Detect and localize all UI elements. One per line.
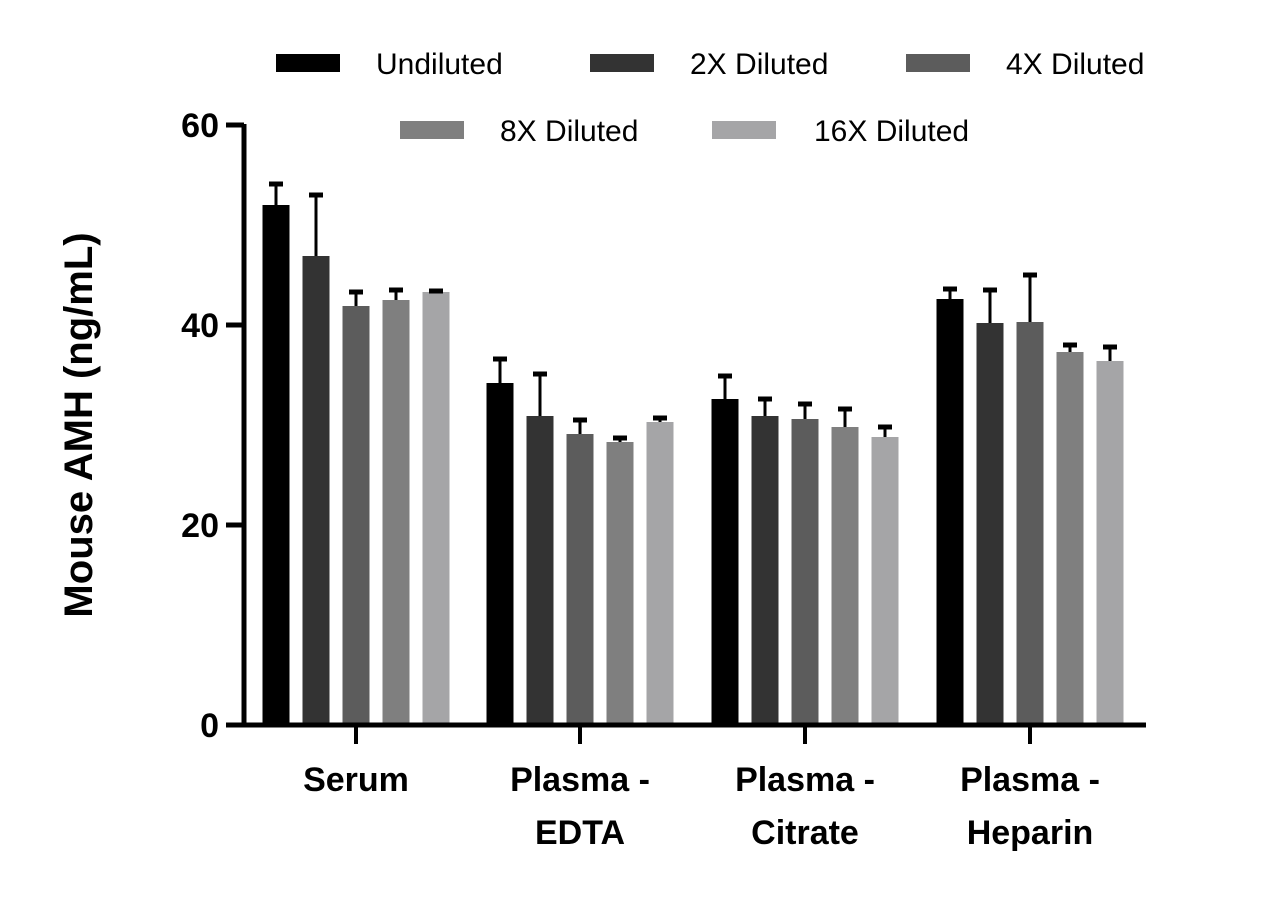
bar [976,323,1004,725]
y-tick-label: 60 [181,107,219,145]
y-tick-label: 40 [181,307,219,345]
legend: Undiluted 2X Diluted 4X Diluted 8X Diluted 1… [276,48,1144,148]
bar [422,292,450,725]
bar [936,299,964,725]
bar [1096,361,1124,725]
legend-swatch [906,54,970,72]
bar [791,419,819,725]
legend-swatch [276,54,340,72]
bar [566,434,594,725]
x-category-label: Citrate [751,814,859,852]
bar [751,416,779,725]
bar [646,422,674,725]
y-ticks: 0 20 40 60 [181,107,244,745]
legend-swatch [712,121,776,139]
y-axis-label: Mouse AMH (ng/mL) [57,232,101,617]
bar [606,442,634,725]
x-category-label: Plasma - [735,761,875,799]
bar [382,300,410,725]
bar [1016,322,1044,725]
legend-swatch [400,121,464,139]
bar [871,437,899,725]
y-tick-label: 0 [200,707,219,745]
legend-label: Undiluted [376,48,503,81]
bar [262,205,290,725]
legend-label: 16X Diluted [814,115,969,148]
bars [262,205,1124,725]
legend-label: 4X Diluted [1006,48,1144,81]
bar [711,399,739,725]
legend-label: 2X Diluted [690,48,828,81]
x-category-label: Plasma - [960,761,1100,799]
axes [241,124,1146,728]
x-category-label: Plasma - [510,761,650,799]
x-category-label: Heparin [967,814,1094,852]
x-category-label: Serum [303,761,409,799]
error-bars [269,181,1117,442]
y-tick-label: 20 [181,507,219,545]
legend-label: 8X Diluted [500,115,638,148]
bar [302,256,330,725]
bar [486,383,514,725]
bar [831,427,859,725]
bar [526,416,554,725]
x-category-label: EDTA [535,814,625,852]
bar [1056,352,1084,725]
legend-swatch [590,54,654,72]
bar [342,306,370,725]
x-ticks: Serum Plasma - EDTA Plasma - Citrate Plasma -… [303,725,1100,852]
